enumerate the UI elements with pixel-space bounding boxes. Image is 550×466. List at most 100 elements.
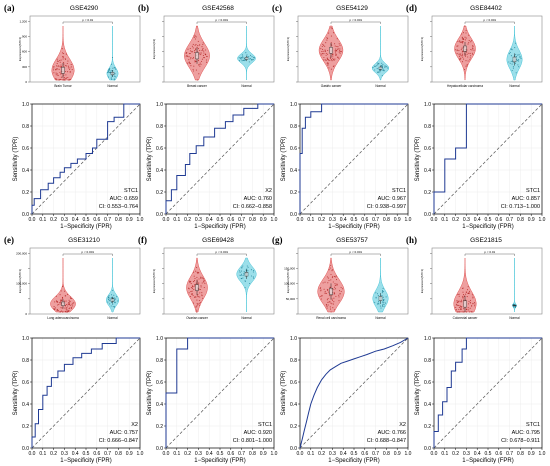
roc-ytick-label: 1.0 (424, 336, 431, 342)
violin-point (65, 53, 67, 55)
violin-point (383, 70, 385, 72)
violin-point (113, 67, 115, 69)
roc-xtick-label: 0.1 (39, 217, 46, 223)
violin-point (249, 54, 252, 56)
roc-xtick-label: 0.9 (126, 451, 133, 457)
roc-xtick-label: 0.1 (173, 217, 180, 223)
violin-point (462, 311, 464, 313)
violin-point (61, 48, 63, 50)
roc-xtick-label: 0.9 (528, 451, 535, 457)
roc-curve (433, 103, 542, 214)
violin-point (57, 304, 59, 306)
violin-group-label: Renal cell carcinoma (316, 316, 346, 320)
roc-frame (31, 103, 141, 215)
violin-point (112, 305, 114, 308)
violin-point (338, 296, 340, 298)
violin-point (327, 297, 329, 300)
violin-point (380, 295, 382, 297)
roc-frame (433, 337, 543, 449)
violin-point (195, 60, 197, 63)
violin-point (110, 296, 112, 298)
violin-point (458, 293, 460, 295)
violin-point (112, 303, 114, 305)
violin-point (108, 69, 110, 71)
violin-point (466, 296, 468, 298)
violin-point (338, 294, 340, 296)
violin-point (112, 67, 114, 69)
violin-point (198, 64, 200, 66)
violin-point (461, 50, 464, 52)
roc-xtick-label: 0.8 (249, 451, 256, 457)
violin-point (60, 76, 62, 78)
violin-point (472, 297, 474, 299)
violin-point (194, 51, 196, 53)
violin-point (112, 70, 114, 72)
violin-point (196, 267, 198, 269)
violin-point (244, 280, 246, 283)
violin-point (469, 299, 472, 301)
violin-point (55, 68, 57, 70)
violin-ytick-label: 300 (22, 65, 27, 69)
chance-line (31, 337, 141, 449)
violin-point (333, 309, 335, 311)
roc-ytick-label: 0.6 (424, 380, 431, 386)
violin-point (455, 304, 457, 306)
violin-frame (29, 247, 141, 315)
violin-point (191, 51, 194, 53)
violin-point (66, 311, 68, 313)
violin-point (250, 269, 252, 271)
violin-point (473, 301, 476, 304)
roc-ytick-label: 0.2 (290, 424, 297, 430)
violin-point (378, 301, 380, 303)
violin-point (195, 296, 197, 298)
violin-point (512, 305, 514, 307)
violin-point (114, 301, 116, 303)
roc-xtick-label: 0.9 (260, 217, 267, 223)
violin-point (113, 294, 115, 296)
violin-point (514, 47, 516, 49)
violin-point (60, 299, 62, 301)
violin-point (376, 65, 378, 67)
roc-xtick-label: 0.1 (173, 451, 180, 457)
violin-point (332, 281, 334, 283)
violin-point (196, 299, 198, 301)
violin-point (61, 297, 64, 299)
violin-point (472, 53, 474, 55)
violin-point (512, 66, 514, 68)
roc-xtick-label: 0.6 (361, 451, 368, 457)
violin-point (377, 295, 379, 297)
violin-point (109, 72, 111, 74)
roc-xtick-label: 0.9 (260, 451, 267, 457)
violin-point (335, 276, 337, 278)
violin-point (203, 278, 205, 280)
chance-line (433, 337, 543, 449)
violin-point (329, 56, 331, 58)
roc-ylabel: Sensitivity (TPR) (13, 137, 19, 182)
violin-point (65, 74, 67, 76)
roc-ytick-label: 0.2 (424, 190, 431, 196)
violin-point (377, 303, 379, 305)
roc-xtick-label: 0.3 (463, 451, 470, 457)
violin-frame (431, 15, 543, 83)
violin-point (332, 292, 334, 294)
roc-xtick-label: 0.4 (340, 217, 347, 223)
violin-point (336, 50, 338, 52)
roc-xtick-label: 0.6 (495, 451, 502, 457)
violin-point (115, 76, 117, 78)
violin-point (460, 49, 462, 51)
violin-point (186, 52, 188, 54)
violin-group-label: Lung adenocarcinoma (47, 316, 79, 320)
violin-point (516, 59, 518, 61)
roc-xtick-label: 0.2 (50, 217, 57, 223)
violin-point (205, 61, 208, 63)
violin-point (464, 69, 466, 71)
roc-ci-label: CI: 0.938−0.997 (367, 204, 406, 210)
violin-point (462, 38, 464, 40)
p-value-label: p < 0.001 (349, 250, 362, 254)
violin-point (326, 304, 328, 306)
violin-point (194, 61, 196, 63)
violin-point (331, 44, 333, 46)
violin-point (187, 287, 190, 289)
